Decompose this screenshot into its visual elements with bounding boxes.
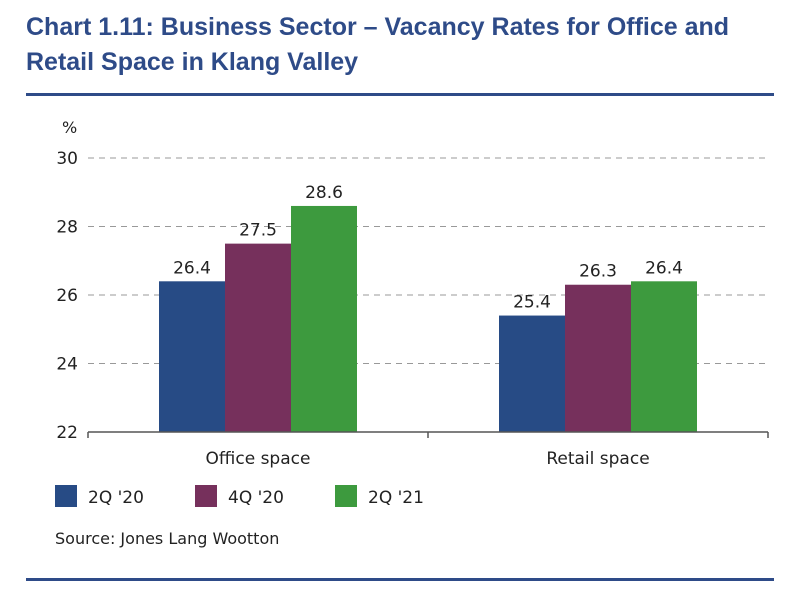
legend-swatch xyxy=(195,485,217,507)
legend-label: 2Q '20 xyxy=(88,488,144,508)
chart-title: Chart 1.11: Business Sector – Vacancy Ra… xyxy=(26,13,730,76)
legend-label: 4Q '20 xyxy=(228,488,284,508)
y-tick-label: 22 xyxy=(56,423,78,443)
bar xyxy=(225,243,291,432)
data-label: 25.4 xyxy=(513,293,551,313)
bar xyxy=(499,315,565,432)
bar xyxy=(159,281,225,432)
data-label: 26.4 xyxy=(645,258,683,278)
top-divider xyxy=(26,93,774,96)
data-label: 26.3 xyxy=(579,262,617,282)
source-note: Source: Jones Lang Wootton xyxy=(55,529,280,548)
bar xyxy=(291,205,357,432)
data-label: 28.6 xyxy=(305,183,343,203)
bar xyxy=(565,284,631,432)
x-tick-label: Retail space xyxy=(546,449,649,469)
bar xyxy=(631,281,697,432)
y-tick-label: 26 xyxy=(56,286,78,306)
legend-swatch xyxy=(55,485,77,507)
x-tick-label: Office space xyxy=(206,449,311,469)
legend-swatch xyxy=(335,485,357,507)
y-tick-label: 28 xyxy=(56,218,78,238)
y-axis-unit: % xyxy=(62,118,77,137)
bottom-divider xyxy=(26,578,774,581)
legend-label: 2Q '21 xyxy=(368,488,424,508)
y-tick-label: 30 xyxy=(56,149,78,169)
y-tick-label: 24 xyxy=(56,355,78,375)
data-label: 26.4 xyxy=(173,258,211,278)
data-label: 27.5 xyxy=(239,221,277,241)
